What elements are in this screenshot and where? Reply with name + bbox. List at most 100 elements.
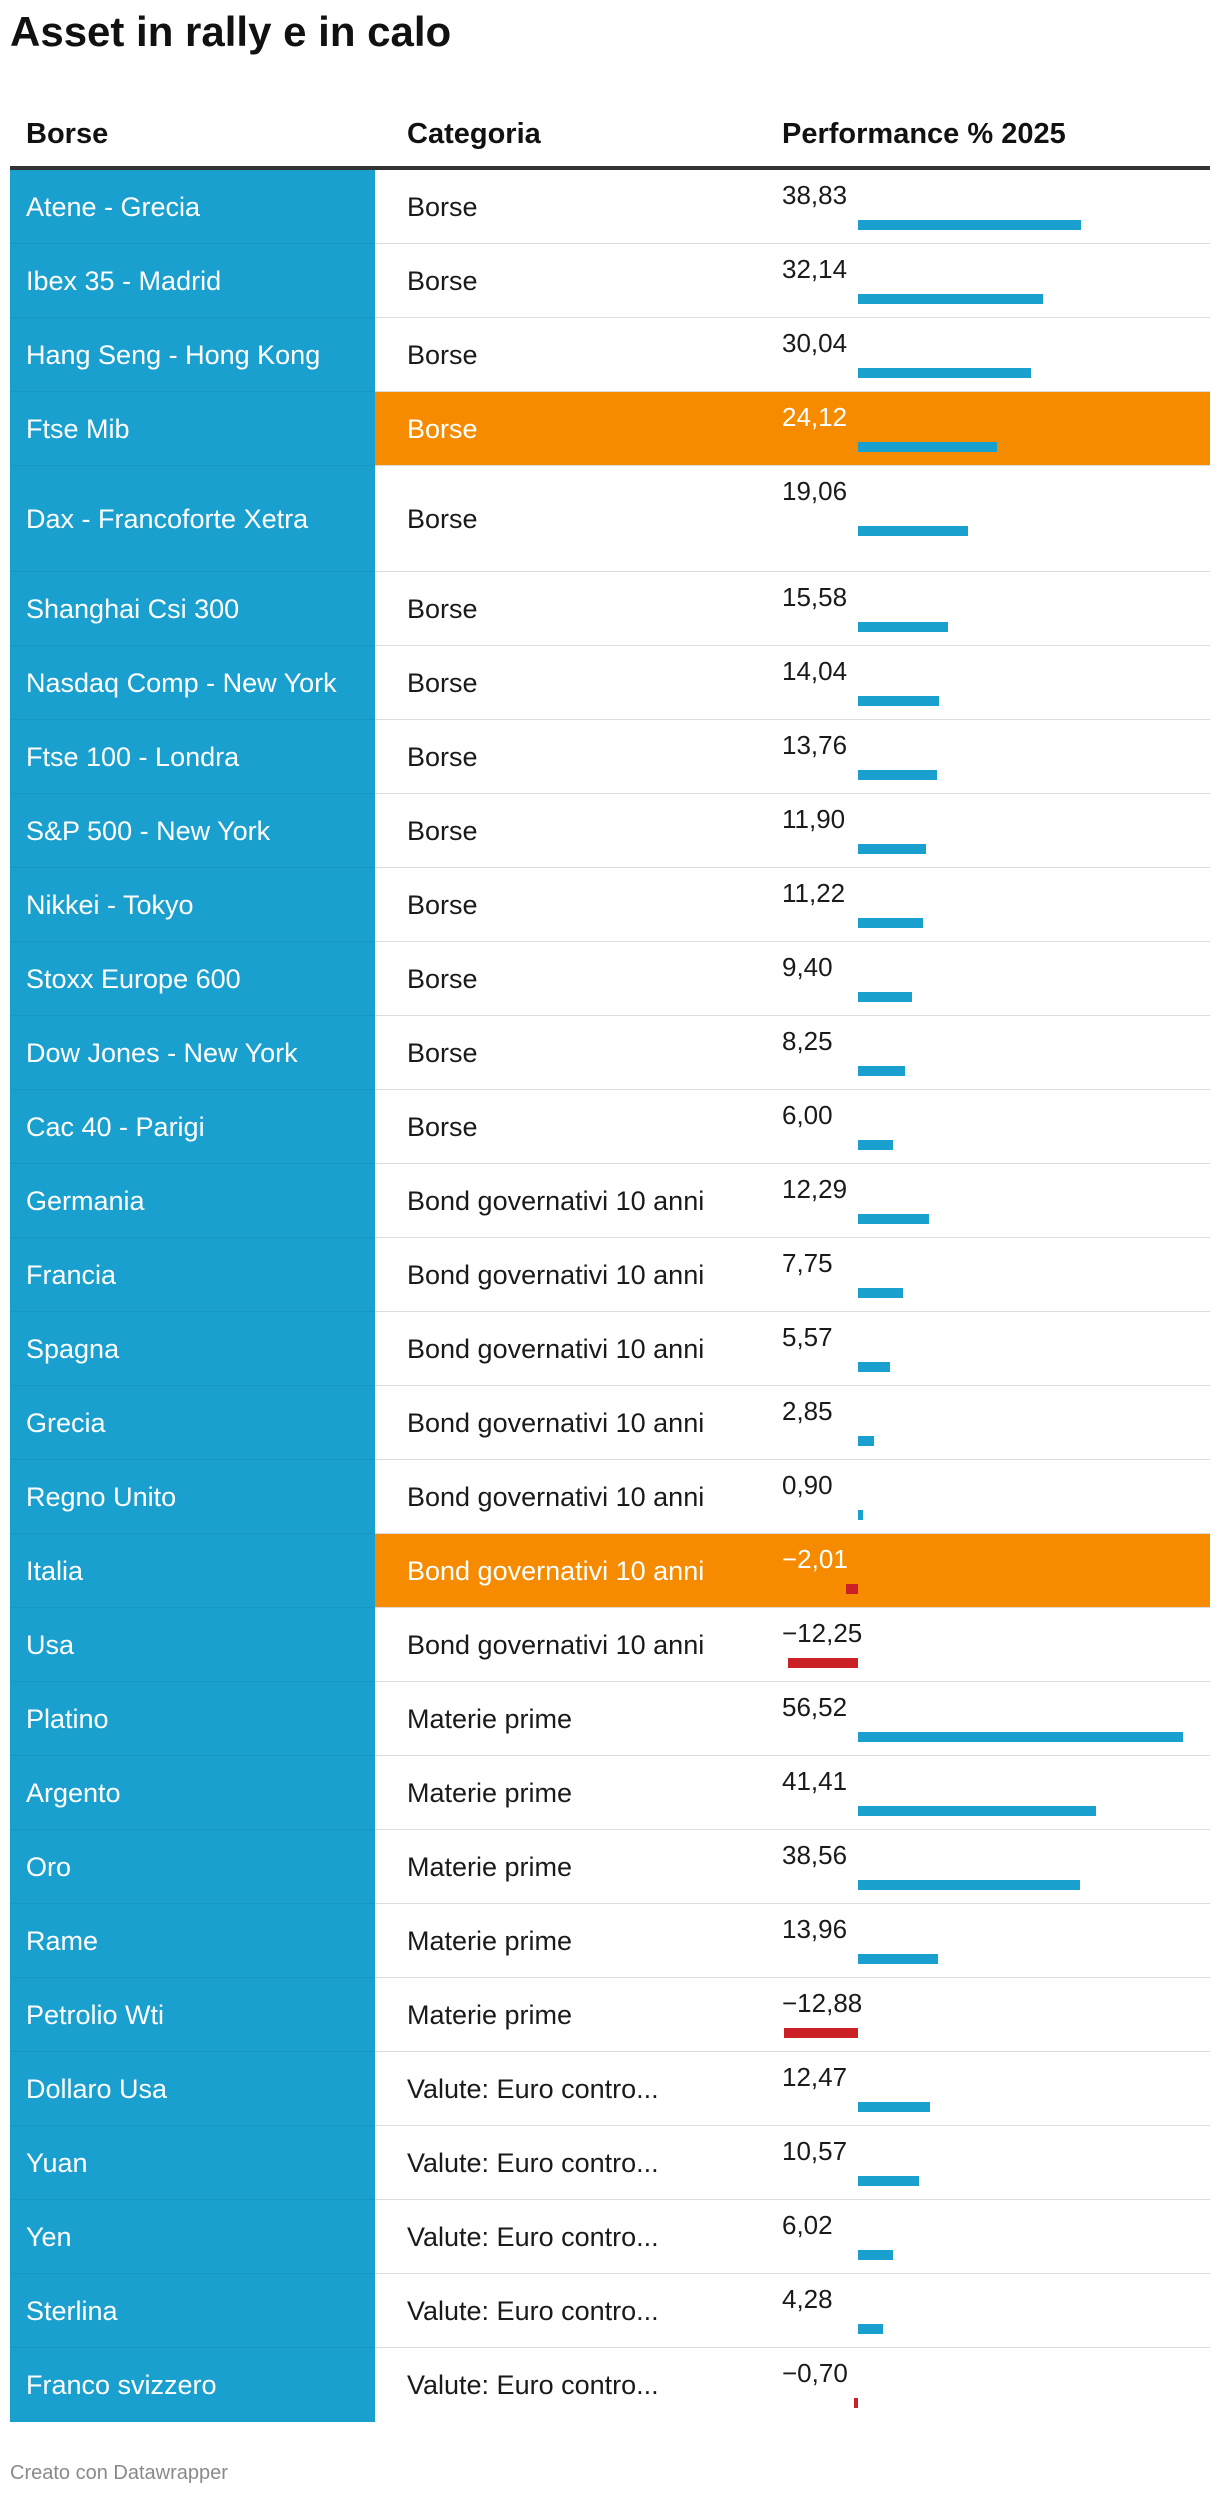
row-asset-name: Usa bbox=[10, 1608, 375, 1682]
bar-positive bbox=[858, 1066, 906, 1076]
row-category: Bond governativi 10 anni bbox=[407, 1481, 705, 1512]
row-category: Valute: Euro contro... bbox=[407, 2147, 659, 2178]
table-row: Platino Materie prime 56,52 bbox=[10, 1682, 1210, 1756]
bar-positive bbox=[858, 368, 1031, 378]
row-asset-name: Oro bbox=[10, 1830, 375, 1904]
row-asset-name: Hang Seng - Hong Kong bbox=[10, 318, 375, 392]
bar-negative bbox=[846, 1584, 858, 1594]
row-value-label: 30,04 bbox=[782, 328, 848, 358]
row-category: Borse bbox=[407, 191, 478, 222]
row-asset-name: Atene - Grecia bbox=[10, 170, 375, 244]
row-category: Borse bbox=[407, 593, 478, 624]
bar-negative bbox=[787, 1658, 858, 1668]
row-category: Valute: Euro contro... bbox=[407, 2369, 659, 2400]
row-category: Valute: Euro contro... bbox=[407, 2295, 659, 2326]
bar-positive bbox=[858, 1732, 1183, 1742]
table-row: Spagna Bond governativi 10 anni 5,57 bbox=[10, 1312, 1210, 1386]
row-value-label: −0,70 bbox=[782, 2358, 848, 2388]
row-asset-name: Yuan bbox=[10, 2126, 375, 2200]
row-category: Borse bbox=[407, 741, 478, 772]
row-category: Borse bbox=[407, 963, 478, 994]
table-row: Ftse 100 - Londra Borse 13,76 bbox=[10, 720, 1210, 794]
table-body: Atene - Grecia Borse 38,83 Ibex 35 - Madrid… bbox=[10, 170, 1210, 2422]
row-value-label: 13,76 bbox=[782, 730, 848, 760]
bar-positive bbox=[858, 1436, 875, 1446]
table-row: Argento Materie prime 41,41 bbox=[10, 1756, 1210, 1830]
bar-negative bbox=[783, 2028, 858, 2038]
row-category: Borse bbox=[407, 667, 478, 698]
row-asset-name: Nikkei - Tokyo bbox=[10, 868, 375, 942]
bar-positive bbox=[858, 1362, 891, 1372]
row-value-label: 19,06 bbox=[782, 476, 848, 506]
row-value-label: 2,85 bbox=[782, 1396, 833, 1426]
bar-positive bbox=[858, 2250, 893, 2260]
table-row: Germania Bond governativi 10 anni 12,29 bbox=[10, 1164, 1210, 1238]
table-row: Nikkei - Tokyo Borse 11,22 bbox=[10, 868, 1210, 942]
row-asset-name: Spagna bbox=[10, 1312, 375, 1386]
chart-title: Asset in rally e in calo bbox=[10, 8, 452, 55]
header-category[interactable]: Categoria bbox=[407, 118, 541, 150]
table-row: Yuan Valute: Euro contro... 10,57 bbox=[10, 2126, 1210, 2200]
table-row: Dow Jones - New York Borse 8,25 bbox=[10, 1016, 1210, 1090]
row-asset-name: Nasdaq Comp - New York bbox=[10, 646, 375, 720]
table-row: Rame Materie prime 13,96 bbox=[10, 1904, 1210, 1978]
row-category: Borse bbox=[407, 889, 478, 920]
bar-positive bbox=[858, 1806, 1097, 1816]
row-value-label: 4,28 bbox=[782, 2284, 833, 2314]
table-row: Nasdaq Comp - New York Borse 14,04 bbox=[10, 646, 1210, 720]
row-value-label: 13,96 bbox=[782, 1914, 848, 1944]
row-value-label: 24,12 bbox=[782, 402, 848, 432]
table-row: Stoxx Europe 600 Borse 9,40 bbox=[10, 942, 1210, 1016]
row-value-label: 10,57 bbox=[782, 2136, 848, 2166]
row-value-label: 9,40 bbox=[782, 952, 833, 982]
bar-positive bbox=[858, 442, 997, 452]
row-category: Bond governativi 10 anni bbox=[407, 1407, 705, 1438]
table-row: Shanghai Csi 300 Borse 15,58 bbox=[10, 572, 1210, 646]
table-row: S&P 500 - New York Borse 11,90 bbox=[10, 794, 1210, 868]
row-value-label: 56,52 bbox=[782, 1692, 848, 1722]
header-name[interactable]: Borse bbox=[26, 118, 109, 150]
row-asset-name: Regno Unito bbox=[10, 1460, 375, 1534]
bar-positive bbox=[858, 918, 923, 928]
bar-positive bbox=[858, 2324, 883, 2334]
row-value-label: 6,00 bbox=[782, 1100, 833, 1130]
row-asset-name: Ftse 100 - Londra bbox=[10, 720, 375, 794]
table-row: Ibex 35 - Madrid Borse 32,14 bbox=[10, 244, 1210, 318]
header-performance[interactable]: Performance % 2025 bbox=[782, 118, 1066, 150]
row-category: Borse bbox=[407, 815, 478, 846]
row-asset-name: Rame bbox=[10, 1904, 375, 1978]
table-row: Cac 40 - Parigi Borse 6,00 bbox=[10, 1090, 1210, 1164]
row-asset-name: Stoxx Europe 600 bbox=[10, 942, 375, 1016]
row-value-label: 38,83 bbox=[782, 180, 848, 210]
row-category: Borse bbox=[375, 392, 1210, 466]
row-category: Borse bbox=[407, 503, 478, 534]
row-asset-name: Shanghai Csi 300 bbox=[10, 572, 375, 646]
table-row: Dollaro Usa Valute: Euro contro... 12,47 bbox=[10, 2052, 1210, 2126]
row-value-label: 0,90 bbox=[782, 1470, 833, 1500]
table-row: Dax - Francoforte Xetra Borse 19,06 bbox=[10, 466, 1210, 572]
table-row: Franco svizzero Valute: Euro contro... −0,… bbox=[10, 2348, 1210, 2422]
row-category: Bond governativi 10 anni bbox=[407, 1185, 705, 1216]
bar-positive bbox=[858, 1510, 864, 1520]
row-value-label: 41,41 bbox=[782, 1766, 848, 1796]
table-row: Sterlina Valute: Euro contro... 4,28 bbox=[10, 2274, 1210, 2348]
bar-positive bbox=[858, 2102, 930, 2112]
bar-positive bbox=[858, 1288, 903, 1298]
row-asset-name: Grecia bbox=[10, 1386, 375, 1460]
row-value-label: 38,56 bbox=[782, 1840, 848, 1870]
row-value-label: 12,29 bbox=[782, 1174, 848, 1204]
row-asset-name: Italia bbox=[10, 1534, 375, 1608]
row-value-label: 5,57 bbox=[782, 1322, 833, 1352]
row-value-label: 12,47 bbox=[782, 2062, 848, 2092]
bar-positive bbox=[858, 1954, 939, 1964]
row-asset-name: Ftse Mib bbox=[10, 392, 375, 466]
row-value-label: −2,01 bbox=[782, 1544, 848, 1574]
row-category: Bond governativi 10 anni bbox=[407, 1333, 705, 1364]
row-category: Valute: Euro contro... bbox=[407, 2073, 659, 2104]
table-row: Ftse Mib Borse 24,12 bbox=[10, 392, 1210, 466]
row-asset-name: Germania bbox=[10, 1164, 375, 1238]
bar-positive bbox=[858, 622, 948, 632]
row-asset-name: Ibex 35 - Madrid bbox=[10, 244, 375, 318]
row-asset-name: Francia bbox=[10, 1238, 375, 1312]
bar-positive bbox=[858, 844, 927, 854]
